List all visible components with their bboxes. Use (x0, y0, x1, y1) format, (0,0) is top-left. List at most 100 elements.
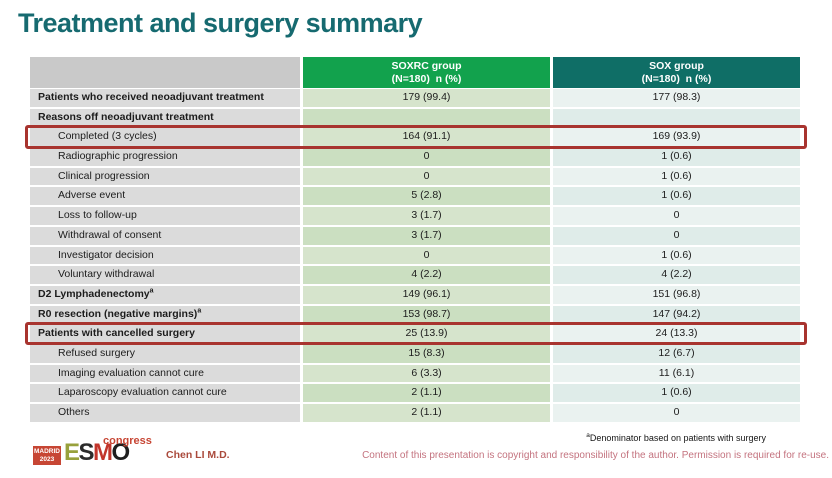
row-label: Reasons off neoadjuvant treatment (38, 110, 214, 123)
row-label-superscript: a (149, 287, 154, 295)
header-blank-cell (30, 57, 300, 88)
row-label: Withdrawal of consent (58, 228, 162, 241)
sox-value-cell: 1 (0.6) (553, 167, 800, 186)
table-header-row: SOXRC group (N=180) n (%) SOX group (N=1… (30, 57, 800, 88)
row-label-cell: Imaging evaluation cannot cure (30, 364, 300, 383)
row-label-cell: Investigator decision (30, 246, 300, 265)
esmo-wordmark: ESMO (64, 439, 130, 467)
row-label: R0 resection (negative margins) (38, 307, 198, 320)
badge-city: MADRID (34, 448, 60, 455)
row-label: Laparoscopy evaluation cannot cure (58, 386, 227, 399)
soxrc-value-cell: 3 (1.7) (303, 226, 550, 245)
table-row: Reasons off neoadjuvant treatment (30, 108, 800, 127)
author-name: Chen LI M.D. (166, 449, 230, 461)
row-label: Others (58, 406, 90, 418)
row-label: Clinical progression (58, 169, 150, 182)
row-label-cell: Clinical progression (30, 167, 300, 186)
row-label-cell: Adverse event (30, 187, 300, 206)
row-label-cell: Patients who received neoadjuvant treatm… (30, 89, 300, 107)
table-body: Patients who received neoadjuvant treatm… (25, 89, 807, 422)
header-sox-group: SOX group (N=180) n (%) (553, 57, 800, 88)
esmo-letter-s: S (78, 439, 95, 466)
footnote-text: Denominator based on patients with surge… (589, 433, 766, 443)
table-row: Imaging evaluation cannot cure 6 (3.3) 1… (30, 364, 800, 383)
soxrc-value-cell: 153 (98.7) (303, 305, 550, 324)
soxrc-value-cell (303, 108, 550, 127)
row-label-cell: Voluntary withdrawal (30, 266, 300, 284)
table-row: D2 Lymphadenectomya 149 (96.1) 151 (96.8… (30, 285, 800, 304)
soxrc-value-cell: 3 (1.7) (303, 207, 550, 225)
table-row: Patients who received neoadjuvant treatm… (30, 89, 800, 107)
row-label: Completed (3 cycles) (58, 130, 157, 143)
sox-value-cell: 151 (96.8) (553, 285, 800, 304)
table-row: Others 2 (1.1) 0 (30, 404, 800, 422)
row-label-cell: Completed (3 cycles) (30, 128, 300, 147)
congress-label: congress (103, 435, 152, 447)
row-label-cell: Patients with cancelled surgery (30, 325, 300, 343)
table-row: Clinical progression 0 1 (0.6) (30, 167, 800, 186)
sox-value-cell: 4 (2.2) (553, 266, 800, 284)
sox-value-cell: 1 (0.6) (553, 148, 800, 166)
soxrc-value-cell: 0 (303, 148, 550, 166)
row-label-cell: Withdrawal of consent (30, 226, 300, 245)
row-label-cell: Refused surgery (30, 344, 300, 363)
table-row: Completed (3 cycles) 164 (91.1) 169 (93.… (25, 124, 807, 149)
soxrc-value-cell: 179 (99.4) (303, 89, 550, 107)
table-row: Patients with cancelled surgery 25 (13.9… (25, 321, 807, 346)
row-label: D2 Lymphadenectomy (38, 287, 150, 300)
sox-value-cell: 1 (0.6) (553, 246, 800, 265)
sox-value-cell: 0 (553, 404, 800, 422)
sox-value-cell: 0 (553, 207, 800, 225)
soxrc-value-cell: 4 (2.2) (303, 266, 550, 284)
row-label-cell: Radiographic progression (30, 148, 300, 166)
sox-value-cell: 147 (94.2) (553, 305, 800, 324)
row-label: Patients who received neoadjuvant treatm… (38, 91, 264, 103)
table-row: Voluntary withdrawal 4 (2.2) 4 (2.2) (30, 266, 800, 284)
row-label-cell: Loss to follow-up (30, 207, 300, 225)
soxrc-value-cell: 2 (1.1) (303, 384, 550, 402)
soxrc-value-cell: 0 (303, 246, 550, 265)
table-row: Loss to follow-up 3 (1.7) 0 (30, 207, 800, 225)
row-label: Patients with cancelled surgery (38, 327, 195, 340)
header-soxrc-sub: (N=180) n (%) (391, 72, 462, 85)
row-label-cell: Laparoscopy evaluation cannot cure (30, 384, 300, 402)
header-sox-sub: (N=180) n (%) (641, 72, 712, 85)
sox-value-cell: 177 (98.3) (553, 89, 800, 107)
madrid-2023-badge: MADRID 2023 (33, 446, 61, 465)
row-label-cell: D2 Lymphadenectomya (30, 285, 300, 304)
sox-value-cell: 1 (0.6) (553, 384, 800, 402)
table-row: Refused surgery 15 (8.3) 12 (6.7) (30, 344, 800, 363)
table-row: Laparoscopy evaluation cannot cure 2 (1.… (30, 384, 800, 402)
footnote-superscript: a (586, 432, 590, 439)
table-row: R0 resection (negative margins)a 153 (98… (30, 305, 800, 324)
copyright-notice: Content of this presentation is copyrigh… (362, 450, 829, 461)
table-row: Adverse event 5 (2.8) 1 (0.6) (30, 187, 800, 206)
header-soxrc-label: SOXRC group (391, 59, 462, 72)
soxrc-value-cell: 0 (303, 167, 550, 186)
sox-value-cell: 24 (13.3) (553, 325, 800, 343)
soxrc-value-cell: 2 (1.1) (303, 404, 550, 422)
row-label-superscript: a (197, 307, 202, 315)
soxrc-value-cell: 6 (3.3) (303, 364, 550, 383)
page-title: Treatment and surgery summary (18, 8, 423, 38)
sox-value-cell: 0 (553, 226, 800, 245)
row-label-cell: Others (30, 404, 300, 422)
sox-value-cell: 11 (6.1) (553, 364, 800, 383)
esmo-letter-m: M (93, 439, 113, 466)
table-row: Radiographic progression 0 1 (0.6) (30, 148, 800, 166)
soxrc-value-cell: 15 (8.3) (303, 344, 550, 363)
soxrc-value-cell: 5 (2.8) (303, 187, 550, 206)
sox-value-cell: 1 (0.6) (553, 187, 800, 206)
row-label: Adverse event (58, 189, 126, 202)
esmo-letter-e: E (64, 439, 80, 466)
treatment-summary-table: SOXRC group (N=180) n (%) SOX group (N=1… (25, 57, 807, 424)
row-label: Loss to follow-up (58, 209, 137, 222)
header-sox-label: SOX group (649, 59, 704, 72)
soxrc-value-cell: 149 (96.1) (303, 285, 550, 304)
row-label-cell: Reasons off neoadjuvant treatment (30, 108, 300, 127)
row-label: Investigator decision (58, 248, 154, 261)
row-label: Radiographic progression (58, 150, 178, 163)
row-label-cell: R0 resection (negative margins)a (30, 305, 300, 324)
soxrc-value-cell: 164 (91.1) (303, 128, 550, 147)
footnote: aDenominator based on patients with surg… (586, 432, 766, 443)
